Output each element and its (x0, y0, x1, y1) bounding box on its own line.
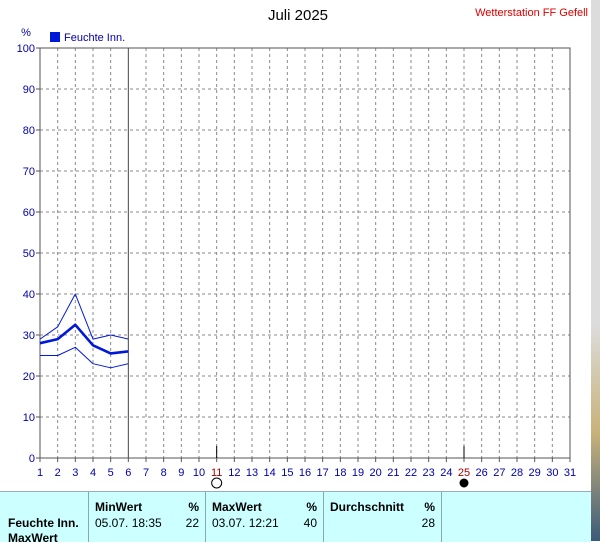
series-line-min (40, 346, 129, 369)
x-tick-label: 28 (511, 467, 523, 479)
x-tick-label: 11 (211, 467, 222, 479)
x-tick-label: 20 (370, 467, 382, 479)
avg-header: Durchschnitt (330, 500, 405, 514)
y-tick-label: 10 (23, 412, 35, 424)
x-tick-label: 2 (55, 467, 61, 479)
y-tick-label: 50 (23, 248, 35, 260)
legend-swatch (50, 32, 60, 42)
stats-panel: MinWert % 05.07. 18:35 22 MaxWert % 03.0… (0, 491, 591, 545)
y-tick-label: 20 (23, 371, 35, 383)
humidity-chart: Juli 2025 Wetterstation FF Gefell % Feuc… (17, 7, 588, 489)
x-tick-label: 4 (90, 467, 96, 479)
x-tick-label: 19 (352, 467, 364, 479)
y-tick-label: 60 (23, 207, 35, 219)
legend-label: Feuchte Inn. (64, 32, 125, 44)
stats-row-label: Feuchte Inn. (8, 516, 79, 530)
x-tick-labels: 1 2 3 4 5 6 7 8 9 10 11 12 13 14 15 16 17 18 19 20 21 22 23 24 2… (37, 467, 576, 479)
moon-phase-markers (211, 446, 469, 489)
x-tick-label: 23 (423, 467, 435, 479)
min-header: MinWert (95, 500, 143, 514)
x-tick-label: 12 (228, 467, 240, 479)
y-tick-label: 80 (23, 125, 35, 137)
chart-grid (36, 47, 571, 462)
plot-frame (39, 47, 571, 459)
avg-column: Durchschnitt % 28 (323, 492, 441, 542)
min-value: 22 (185, 516, 199, 530)
y-tick-label: 40 (23, 289, 35, 301)
window-edge-strip (591, 0, 600, 541)
stats-next-row-label: MaxWert (8, 531, 58, 545)
x-tick-label: 13 (246, 467, 258, 479)
x-tick-label: 6 (125, 467, 131, 479)
full-moon-icon (211, 477, 223, 489)
max-unit: % (306, 500, 317, 514)
x-tick-label: 31 (564, 467, 576, 479)
x-tick-label: 9 (178, 467, 184, 479)
max-header: MaxWert (212, 500, 262, 514)
x-tick-label: 8 (161, 467, 167, 479)
y-axis-label: % (21, 27, 31, 39)
x-tick-label: 3 (72, 467, 78, 479)
x-tick-label: 7 (143, 467, 149, 479)
x-tick-label: 27 (493, 467, 505, 479)
y-tick-label: 70 (23, 166, 35, 178)
x-tick-label: 30 (546, 467, 558, 479)
new-moon-icon (459, 478, 469, 488)
y-tick-label: 0 (29, 453, 35, 465)
x-tick-label: 5 (108, 467, 114, 479)
y-tick-label: 30 (23, 330, 35, 342)
x-tick-label: 14 (264, 467, 276, 479)
min-column: MinWert % 05.07. 18:35 22 (88, 492, 205, 542)
station-name: Wetterstation FF Gefell (475, 7, 588, 19)
x-tick-label: 26 (476, 467, 488, 479)
x-tick-label: 18 (334, 467, 346, 479)
max-date: 03.07. 12:21 (212, 516, 279, 530)
max-value: 40 (303, 516, 317, 530)
x-tick-label: 1 (37, 467, 43, 479)
min-date: 05.07. 18:35 (95, 516, 162, 530)
max-column: MaxWert % 03.07. 12:21 40 (205, 492, 323, 542)
avg-unit: % (424, 500, 435, 514)
x-tick-label: 22 (405, 467, 417, 479)
series-line-mean (39, 323, 129, 355)
x-tick-label: 16 (299, 467, 311, 479)
x-tick-label: 15 (281, 467, 293, 479)
x-tick-label: 29 (529, 467, 541, 479)
x-tick-label: 25 (458, 467, 470, 479)
y-tick-label: 90 (23, 84, 35, 96)
series-line-max (39, 293, 129, 340)
y-tick-labels: 0 10 20 30 40 50 60 70 80 90 100 (17, 43, 35, 465)
stats-divider (441, 492, 442, 542)
avg-value: 28 (421, 516, 435, 530)
x-tick-label: 24 (440, 467, 452, 479)
y-tick-label: 100 (17, 43, 35, 55)
min-unit: % (188, 500, 199, 514)
x-tick-label: 21 (387, 467, 399, 479)
series-lines (39, 293, 129, 369)
x-tick-label: 17 (317, 467, 329, 479)
chart-title: Juli 2025 (268, 7, 328, 24)
x-tick-label: 10 (193, 467, 205, 479)
